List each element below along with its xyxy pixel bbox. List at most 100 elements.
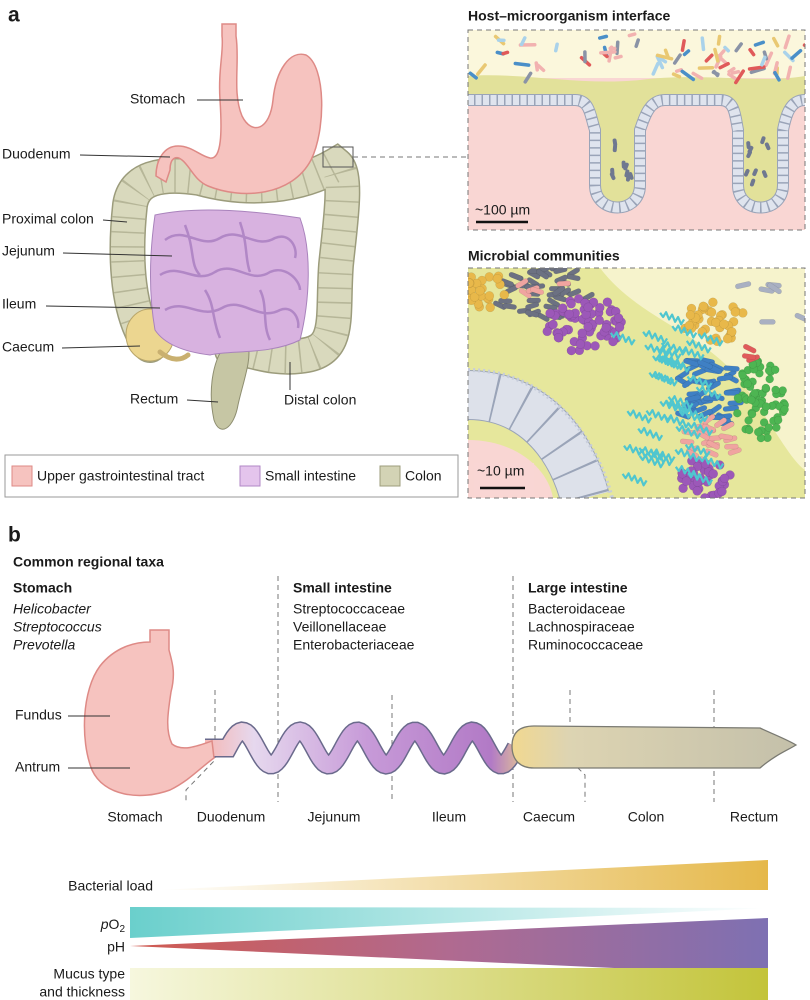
- rod: [684, 394, 701, 403]
- bacterium: [773, 70, 781, 82]
- coccus: [727, 327, 737, 337]
- taxon: Enterobacteriaceae: [293, 637, 415, 653]
- bacterium: [700, 36, 706, 52]
- taxon: Streptococcus: [13, 619, 102, 635]
- bacterium: [711, 70, 720, 76]
- rod: [767, 282, 782, 295]
- appendix: [157, 349, 191, 362]
- spirochaete: [626, 409, 653, 424]
- anatomy-label: Distal colon: [284, 392, 356, 408]
- rod: [536, 269, 550, 280]
- coccus: [711, 317, 721, 328]
- leader-line: [102, 219, 128, 223]
- spirochaete: [674, 447, 701, 463]
- leader-line: [45, 305, 161, 309]
- coccus: [594, 315, 605, 326]
- label-part: p: [100, 916, 109, 932]
- label-part: O: [109, 916, 120, 932]
- coccus: [601, 322, 611, 333]
- coccus: [700, 493, 710, 498]
- coccus: [575, 339, 586, 349]
- bacterium: [772, 36, 780, 48]
- taxon: Bacteroidaceae: [528, 601, 626, 617]
- rod: [742, 343, 757, 354]
- bacterium: [613, 54, 623, 60]
- spirochaete: [686, 374, 713, 389]
- crypt-bacterium: [760, 136, 766, 145]
- coccus: [733, 408, 742, 418]
- coccus: [738, 370, 747, 380]
- taxon: Helicobacter: [13, 601, 92, 617]
- rod: [530, 286, 545, 295]
- coccus: [771, 385, 780, 395]
- mucus-gradient: [130, 968, 768, 1000]
- spirochaete: [638, 454, 665, 469]
- rod: [706, 440, 720, 450]
- bacterium: [718, 61, 730, 70]
- coccus: [722, 334, 733, 344]
- region-name: Stomach: [13, 580, 72, 596]
- coccus: [499, 290, 510, 300]
- coccus: [750, 389, 759, 398]
- stomach: [83, 629, 215, 797]
- bacterium: [513, 61, 531, 67]
- bacterium: [682, 49, 691, 57]
- bacterium: [713, 47, 720, 63]
- leader-line: [79, 154, 171, 158]
- bacterium: [672, 53, 682, 65]
- rod: [697, 359, 713, 370]
- coccus: [608, 336, 618, 347]
- coccus: [747, 395, 756, 405]
- coccus: [613, 313, 624, 323]
- coccus: [469, 292, 480, 302]
- segment-label: Rectum: [730, 809, 778, 825]
- coccus: [747, 409, 757, 419]
- crypt-bacterium: [752, 168, 758, 177]
- segment-label: Colon: [628, 809, 665, 825]
- segment-label: Jejunum: [308, 809, 361, 825]
- spirochaete: [684, 443, 711, 458]
- bacterium: [651, 61, 660, 76]
- coccus: [548, 319, 558, 330]
- coccus: [602, 297, 613, 307]
- bacterium: [496, 38, 506, 43]
- coccus: [485, 302, 495, 313]
- bacterium: [783, 34, 791, 50]
- label-subscript: 2: [119, 924, 125, 935]
- coccus: [719, 319, 729, 329]
- segment-label: Stomach: [107, 809, 162, 825]
- bacterium: [655, 54, 665, 70]
- rod: [567, 288, 582, 298]
- coccus: [553, 332, 564, 343]
- bacterium: [727, 72, 739, 82]
- spirochaete: [637, 426, 664, 442]
- spirochaete: [678, 346, 705, 361]
- coccus: [759, 418, 769, 427]
- coccus: [773, 415, 783, 425]
- leader-line: [186, 399, 219, 403]
- spirochaete: [609, 331, 636, 346]
- crypt-bacterium: [610, 167, 615, 176]
- spirochaete: [623, 444, 649, 459]
- bacterium: [501, 50, 510, 56]
- bacterium: [691, 71, 704, 80]
- rod: [679, 438, 695, 446]
- segment-label: Caecum: [523, 809, 575, 825]
- coccus: [595, 302, 605, 313]
- spirochaete: [664, 358, 691, 373]
- bacterium: [762, 50, 769, 61]
- spirochaete: [659, 399, 686, 414]
- spirochaete: [649, 448, 676, 463]
- coccus: [761, 402, 771, 411]
- legend-swatch: [239, 465, 261, 487]
- gradient-label: pH: [107, 939, 125, 955]
- leader-line: [61, 345, 141, 349]
- bacterium: [734, 42, 743, 53]
- spirochaete: [664, 414, 690, 429]
- rod: [716, 374, 734, 382]
- panel-label: b: [8, 524, 21, 547]
- coccus: [681, 476, 692, 486]
- bacterium: [760, 55, 767, 67]
- crypt-bacterium: [623, 162, 629, 171]
- spirochaete: [621, 472, 648, 487]
